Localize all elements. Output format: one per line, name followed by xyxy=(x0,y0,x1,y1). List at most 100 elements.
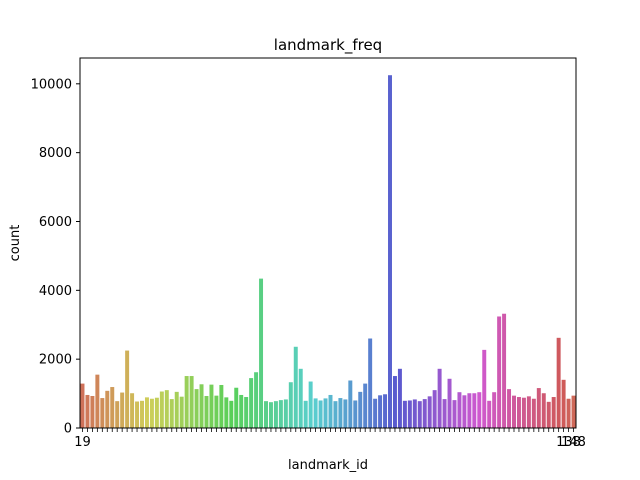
y-tick-label: 10000 xyxy=(31,77,72,92)
bars-group xyxy=(80,75,576,429)
bar xyxy=(100,398,105,428)
bar xyxy=(115,401,120,428)
x-tick-label: 138 xyxy=(556,435,581,450)
chart-title: landmark_freq xyxy=(274,36,382,55)
bar xyxy=(308,381,313,428)
bar xyxy=(343,399,348,428)
x-axis-label: landmark_id xyxy=(288,458,368,473)
bar xyxy=(447,378,452,428)
bar xyxy=(472,393,477,428)
bar xyxy=(164,390,169,428)
bar xyxy=(502,313,507,428)
bar xyxy=(422,399,427,428)
bar xyxy=(80,383,85,428)
bar xyxy=(556,337,561,428)
bar xyxy=(313,398,318,428)
bar xyxy=(477,392,482,428)
bar xyxy=(278,400,283,428)
bar xyxy=(412,399,417,428)
x-tick-label: 148 xyxy=(561,435,586,450)
y-tick-label: 4000 xyxy=(39,284,72,299)
y-tick-label: 2000 xyxy=(39,353,72,368)
y-axis-label: count xyxy=(8,225,23,262)
bar xyxy=(125,350,130,428)
bar xyxy=(531,398,536,428)
y-tick-label: 8000 xyxy=(39,146,72,161)
bar xyxy=(273,401,278,428)
bar xyxy=(209,384,214,428)
bar xyxy=(184,376,189,428)
bar xyxy=(526,396,531,428)
bar xyxy=(194,389,199,428)
bar xyxy=(293,346,298,428)
bar xyxy=(149,398,154,428)
bar xyxy=(90,395,95,428)
bar xyxy=(516,397,521,428)
bar xyxy=(105,390,110,428)
bar xyxy=(323,398,328,428)
bar xyxy=(214,395,219,428)
bar xyxy=(397,368,402,428)
bar xyxy=(353,400,358,428)
bar xyxy=(189,376,194,428)
bar xyxy=(144,397,149,428)
bar xyxy=(437,368,442,428)
y-tick-label: 0 xyxy=(64,422,72,437)
bar xyxy=(467,393,472,428)
bar xyxy=(95,374,100,428)
bar xyxy=(254,372,259,428)
bar xyxy=(135,401,140,428)
bar xyxy=(298,368,303,428)
bar xyxy=(234,387,239,428)
bar xyxy=(130,393,135,428)
bar xyxy=(110,387,115,428)
bar xyxy=(512,395,516,428)
bar xyxy=(224,397,229,428)
bar xyxy=(174,391,179,428)
bar xyxy=(571,395,576,428)
bar xyxy=(462,395,467,428)
bar xyxy=(457,392,462,428)
bar xyxy=(283,399,288,428)
bar xyxy=(536,388,541,428)
plot-frame xyxy=(79,57,577,429)
bar xyxy=(417,401,422,428)
bar xyxy=(373,398,378,428)
bar xyxy=(551,397,556,428)
bar xyxy=(348,380,353,428)
bar xyxy=(482,349,487,428)
bar xyxy=(244,397,249,428)
bar xyxy=(303,400,308,428)
bar xyxy=(85,394,90,428)
bar xyxy=(204,395,209,428)
bar xyxy=(541,393,546,428)
bar xyxy=(561,379,566,428)
bar xyxy=(521,397,526,428)
bar xyxy=(140,400,144,428)
bar xyxy=(120,392,125,428)
bar xyxy=(388,75,392,429)
bar xyxy=(239,394,244,428)
y-tick-label: 6000 xyxy=(39,215,72,230)
bar xyxy=(199,384,204,428)
bar xyxy=(378,395,383,428)
y-axis: 0 2000 4000 6000 8000 10000 xyxy=(31,77,80,437)
bar xyxy=(154,397,159,428)
bar xyxy=(333,401,338,428)
bar xyxy=(427,396,432,428)
bar xyxy=(566,398,571,428)
bar xyxy=(219,384,224,428)
bar xyxy=(249,378,254,428)
bar xyxy=(487,400,492,428)
bar xyxy=(229,400,234,428)
bar xyxy=(402,400,407,428)
bar xyxy=(452,400,457,428)
bar xyxy=(432,390,437,428)
bar xyxy=(392,376,397,428)
bar xyxy=(328,394,333,428)
bar xyxy=(507,389,512,428)
bar xyxy=(264,401,268,428)
bar xyxy=(492,392,497,428)
